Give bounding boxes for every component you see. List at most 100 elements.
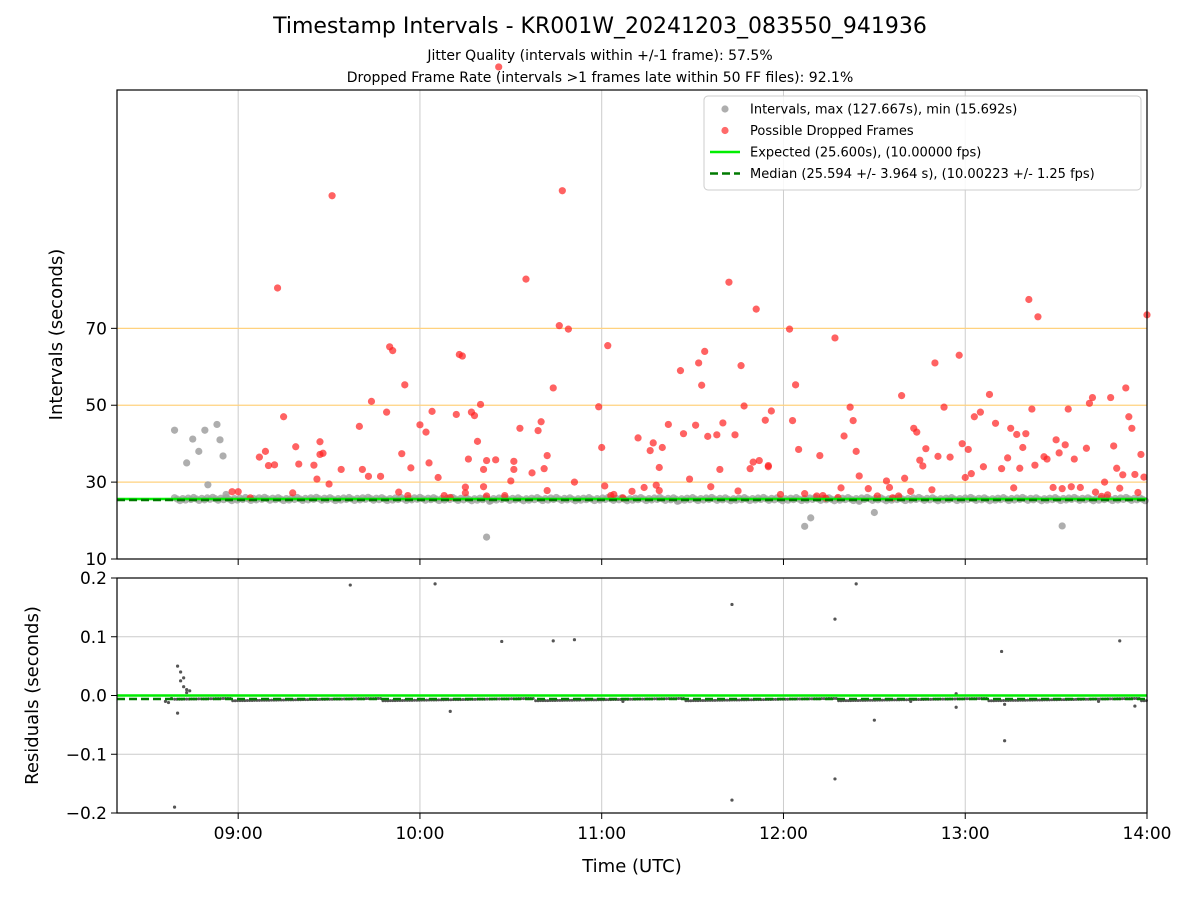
- residual-point: [534, 699, 538, 703]
- dropped-frame-point: [1088, 393, 1097, 402]
- dropped-frame-point: [916, 456, 924, 464]
- dropped-frame-point: [731, 431, 739, 439]
- dropped-frame-point: [767, 407, 775, 415]
- dropped-frame-point: [1116, 484, 1124, 492]
- dropped-frame-point: [476, 400, 485, 409]
- dropped-frame-point: [698, 381, 706, 389]
- dropped-frame-point: [1067, 483, 1075, 491]
- dropped-frame-point: [628, 487, 636, 495]
- residual-point: [604, 698, 608, 702]
- dropped-frame-point: [1091, 488, 1100, 496]
- top-y-tick-label: 70: [85, 319, 107, 339]
- dropped-frame-point: [395, 488, 403, 496]
- dropped-frame-point: [1104, 491, 1112, 499]
- dropped-frame-point: [534, 427, 542, 435]
- residual-point: [1133, 704, 1137, 708]
- dropped-frame-point: [679, 430, 688, 438]
- dropped-frame-point: [537, 418, 545, 426]
- bottom-y-tick-label: −0.1: [66, 745, 107, 765]
- residual-point: [282, 698, 286, 702]
- residual-point: [1062, 698, 1066, 702]
- dropped-frame-point: [734, 487, 742, 495]
- dropped-frame-point: [461, 483, 469, 491]
- dropped-frame-point: [564, 325, 572, 333]
- dropped-frame-point: [558, 187, 566, 195]
- residual-point: [798, 697, 802, 701]
- chart-title: Timestamp Intervals - KR001W_20241203_08…: [273, 14, 927, 39]
- dropped-frame-point: [1058, 485, 1066, 493]
- dropped-frame-point: [837, 484, 845, 492]
- dropped-frame-point: [570, 478, 579, 486]
- dropped-frame-point: [404, 491, 412, 500]
- dropped-frame-point: [510, 457, 518, 465]
- top-y-tick-label: 50: [85, 396, 107, 416]
- interval-point: [219, 452, 227, 460]
- legend-label: Possible Dropped Frames: [750, 124, 914, 139]
- dropped-frame-point: [1064, 405, 1072, 413]
- residual-point: [185, 690, 189, 695]
- dropped-frame-point: [461, 489, 469, 497]
- dropped-frame-point: [470, 412, 479, 420]
- dropped-frame-point: [855, 472, 863, 480]
- dropped-frame-point: [601, 482, 609, 490]
- dropped-frame-point: [255, 453, 263, 461]
- dropped-frame-point: [319, 449, 327, 457]
- dropped-frame-point: [280, 413, 288, 421]
- dropped-frame-point: [752, 305, 760, 313]
- residual-point: [1108, 697, 1112, 701]
- residual-point: [449, 698, 453, 702]
- dropped-frame-point: [516, 424, 524, 432]
- legend-label: Median (25.594 +/- 3.964 s), (10.00223 +…: [750, 167, 1095, 182]
- dropped-frame-point: [701, 347, 709, 356]
- dropped-frame-point: [979, 463, 988, 471]
- residual-point: [833, 777, 837, 781]
- dropped-frame-point: [655, 463, 663, 472]
- dropped-frame-point: [401, 381, 409, 389]
- residual-point: [348, 583, 352, 587]
- dropped-frame-point: [1055, 449, 1063, 457]
- dropped-frame-point: [482, 492, 491, 500]
- residual-point: [822, 697, 826, 701]
- dropped-frame-point: [928, 486, 936, 494]
- dropped-frame-point: [507, 477, 515, 485]
- residual-point: [1038, 698, 1042, 702]
- residual-point: [1003, 702, 1007, 706]
- dropped-frame-point: [270, 461, 279, 469]
- residual-point: [954, 705, 958, 709]
- legend-box: [703, 95, 1142, 191]
- residual-point: [485, 697, 489, 701]
- dropped-frame-point: [961, 473, 969, 482]
- dropped-frame-point: [422, 428, 430, 436]
- residual-point: [166, 700, 171, 705]
- dropped-frame-point: [1082, 444, 1091, 452]
- residual-point: [582, 698, 586, 702]
- dropped-frame-point: [289, 489, 297, 497]
- dropped-frame-point: [791, 381, 800, 389]
- dropped-frame-point: [528, 469, 536, 477]
- top-y-tick-label: 30: [85, 473, 107, 493]
- residual-point: [546, 699, 550, 703]
- x-tick-label: 12:00: [759, 824, 808, 844]
- dropped-frame-point: [389, 347, 397, 355]
- residual-point: [182, 676, 186, 680]
- residual-point: [173, 697, 177, 701]
- dropped-frame-point: [264, 461, 273, 470]
- bottom-y-axis-label: Residuals (seconds): [22, 606, 43, 785]
- dropped-frame-point: [922, 445, 930, 453]
- residual-point: [197, 697, 201, 701]
- residual-point: [522, 697, 526, 701]
- interval-point: [201, 426, 209, 434]
- dropped-frame-point: [595, 403, 603, 411]
- residual-point: [677, 697, 681, 701]
- dropped-frame-point: [649, 439, 657, 447]
- dropped-frame-point: [755, 456, 763, 465]
- residual-point: [909, 699, 913, 703]
- residual-point: [749, 698, 753, 702]
- dropped-frame-point: [764, 461, 772, 470]
- dropped-frame-point: [440, 491, 448, 500]
- dropped-frame-point: [634, 434, 642, 442]
- dropped-frame-point: [761, 416, 769, 424]
- bottom-y-tick-label: −0.2: [66, 804, 107, 824]
- interval-point: [1058, 522, 1066, 530]
- residual-point: [257, 698, 261, 702]
